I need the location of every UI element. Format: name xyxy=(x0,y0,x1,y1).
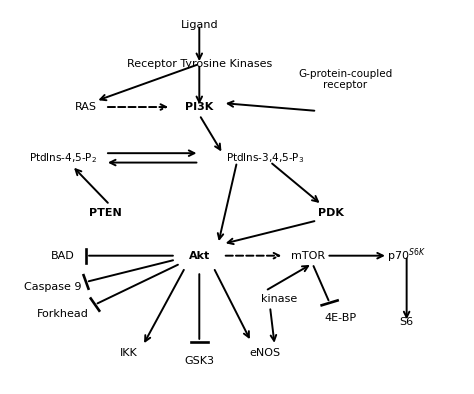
Text: PtdIns-4,5-P$_2$: PtdIns-4,5-P$_2$ xyxy=(28,151,97,165)
Text: kinase: kinase xyxy=(261,294,298,304)
Text: Forkhead: Forkhead xyxy=(36,309,89,320)
Text: RAS: RAS xyxy=(75,102,97,112)
Text: Caspase 9: Caspase 9 xyxy=(25,282,82,292)
Text: eNOS: eNOS xyxy=(250,348,281,359)
Text: mTOR: mTOR xyxy=(291,251,325,261)
Text: GSK3: GSK3 xyxy=(184,356,214,366)
Text: 4E-BP: 4E-BP xyxy=(325,313,357,323)
Text: PDK: PDK xyxy=(319,208,344,217)
Text: S6: S6 xyxy=(400,317,414,327)
Text: PTEN: PTEN xyxy=(89,208,121,217)
Text: Ligand: Ligand xyxy=(181,20,218,30)
Text: PI3K: PI3K xyxy=(185,102,213,112)
Text: Akt: Akt xyxy=(189,251,210,261)
Text: PtdIns-3,4,5-P$_3$: PtdIns-3,4,5-P$_3$ xyxy=(226,151,304,165)
Text: Receptor Tyrosine Kinases: Receptor Tyrosine Kinases xyxy=(127,59,272,69)
Text: p70$^{S6K}$: p70$^{S6K}$ xyxy=(387,246,426,265)
Text: G-protein-coupled
receptor: G-protein-coupled receptor xyxy=(298,69,392,91)
Text: IKK: IKK xyxy=(120,348,137,359)
Text: BAD: BAD xyxy=(51,251,74,261)
